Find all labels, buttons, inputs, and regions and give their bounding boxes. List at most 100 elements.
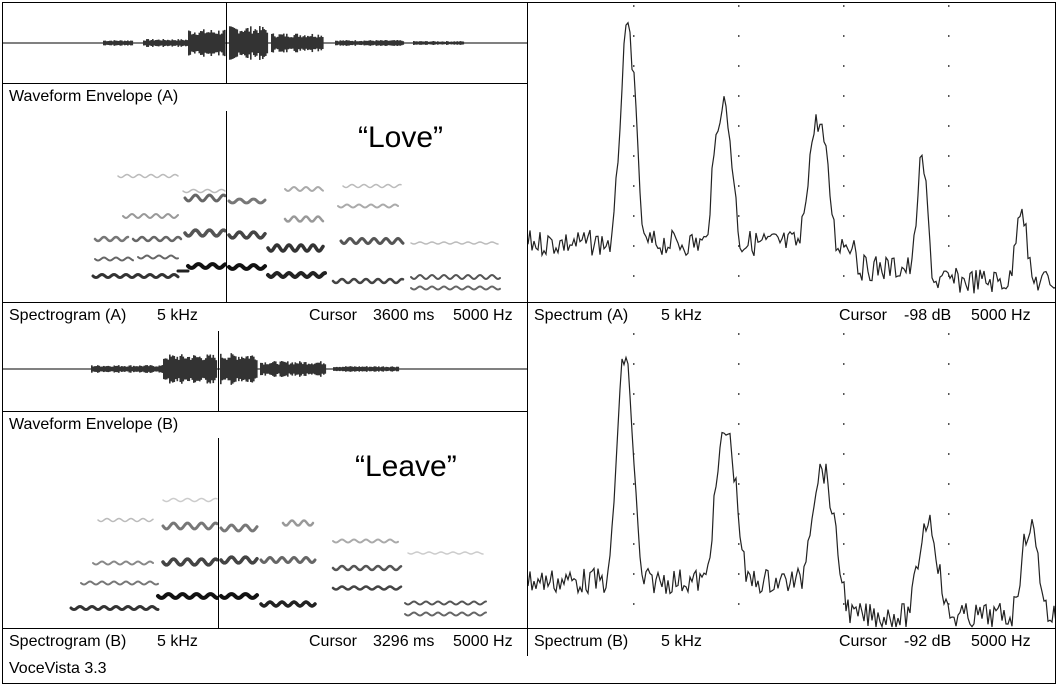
waveform-sample [342, 366, 344, 372]
spectrogram-panel-b[interactable]: “Leave” [3, 438, 527, 628]
waveform-sample [103, 40, 105, 46]
spectrum-grid-dot [738, 453, 740, 455]
spectrogram-harmonic [266, 270, 327, 280]
waveform-sample [318, 362, 321, 376]
waveform-sample [352, 366, 355, 372]
waveform-sample [207, 32, 210, 54]
waveform-a-status: Waveform Envelope (A) [3, 83, 527, 112]
spectrum-panel-b[interactable] [528, 331, 1055, 628]
waveform-sample [188, 356, 191, 382]
waveform-sample [158, 39, 160, 47]
waveform-sample [417, 41, 420, 45]
spectrum-grid-dot [843, 393, 845, 395]
waveform-sample [345, 366, 347, 372]
waveform-sample [291, 362, 294, 376]
waveform-sample [235, 356, 237, 382]
spectrogram-harmonic [339, 236, 405, 246]
spectrogram-harmonic [227, 263, 267, 271]
waveform-sample [317, 362, 319, 376]
waveform-sample [369, 366, 371, 372]
spectrogram-harmonic [219, 592, 259, 600]
spectrum-grid-dot [948, 333, 950, 335]
waveform-sample [197, 357, 200, 381]
spectrum-b-range: 5 kHz [661, 633, 702, 650]
spectrogram-harmonic [93, 235, 130, 243]
waveform-sample [431, 41, 433, 45]
spectrogram-harmonic [331, 585, 403, 591]
waveform-sample [384, 367, 386, 371]
spectrogram-harmonic [117, 173, 179, 179]
waveform-sample [375, 366, 377, 372]
waveform-sample [118, 40, 120, 46]
spectrum-a-label: Spectrum (A) [534, 307, 629, 324]
waveform-sample [343, 366, 346, 372]
waveform-sample [238, 33, 240, 53]
waveform-sample [188, 30, 190, 56]
spectrum-grid-dot [948, 5, 950, 7]
waveform-sample [366, 40, 369, 46]
waveform-sample [277, 36, 279, 50]
spectrum-grid-dot [948, 483, 950, 485]
waveform-sample [414, 41, 417, 45]
waveform-sample [236, 29, 239, 57]
waveform-sample [131, 366, 134, 372]
spectrogram-panel-a[interactable]: “Love” [3, 111, 527, 302]
waveform-sample [260, 362, 262, 376]
spectrum-b-cursor-label: Cursor [839, 633, 888, 650]
waveform-sample [115, 365, 117, 373]
waveform-sample [381, 40, 384, 46]
time-cursor-b-spectrogram[interactable] [218, 438, 219, 628]
waveform-sample [311, 33, 314, 53]
waveform-sample [303, 362, 306, 376]
waveform-sample [124, 40, 126, 46]
waveform-sample [168, 40, 171, 46]
waveform-sample [203, 359, 206, 379]
waveform-panel-a[interactable] [3, 3, 527, 83]
word-label-b: “Leave” [355, 450, 457, 483]
waveform-sample [316, 37, 318, 49]
waveform-sample [110, 366, 113, 372]
waveform-sample [91, 365, 93, 373]
spectrogram-harmonic [284, 185, 324, 193]
spectrum-panel-a[interactable] [528, 3, 1055, 302]
spectrogram-a-cursor-freq: 5000 Hz [453, 307, 513, 324]
waveform-sample [267, 364, 270, 374]
waveform-sample [349, 366, 352, 372]
waveform-sample [104, 40, 107, 46]
waveform-sample [189, 31, 192, 55]
waveform-sample [300, 362, 303, 376]
waveform-sample [462, 41, 465, 45]
waveform-sample [383, 40, 385, 46]
waveform-sample [271, 33, 273, 53]
time-cursor-a-spectrogram[interactable] [226, 111, 227, 302]
waveform-sample [260, 30, 263, 56]
time-cursor-b[interactable] [218, 331, 219, 411]
spectrogram-harmonic [183, 193, 227, 203]
pane-divider [527, 3, 528, 656]
waveform-sample [173, 40, 175, 46]
waveform-sample [429, 41, 432, 45]
spectrogram-harmonic [80, 580, 159, 586]
waveform-sample [266, 32, 269, 54]
spectrum-grid-dot [738, 573, 740, 575]
waveform-sample [392, 40, 394, 46]
waveform-sample [115, 40, 117, 46]
waveform-sample [275, 361, 277, 377]
waveform-sample [385, 366, 388, 372]
waveform-sample [127, 40, 129, 46]
spectrum-grid-dot [738, 185, 740, 187]
spectrogram-harmonic [283, 215, 325, 223]
waveform-panel-b[interactable] [3, 331, 527, 411]
waveform-sample [119, 40, 122, 46]
waveform-sample [104, 366, 107, 372]
waveform-sample [398, 40, 400, 46]
waveform-sample [109, 40, 111, 46]
waveform-sample [146, 39, 148, 47]
waveform-sample [179, 40, 181, 46]
waveform-sample [160, 365, 162, 373]
spectrogram-harmonic [407, 551, 484, 555]
waveform-sample [165, 40, 168, 46]
spectrum-grid-dot [843, 35, 845, 37]
time-cursor-a[interactable] [226, 3, 227, 83]
word-label-a: “Love” [358, 121, 444, 154]
